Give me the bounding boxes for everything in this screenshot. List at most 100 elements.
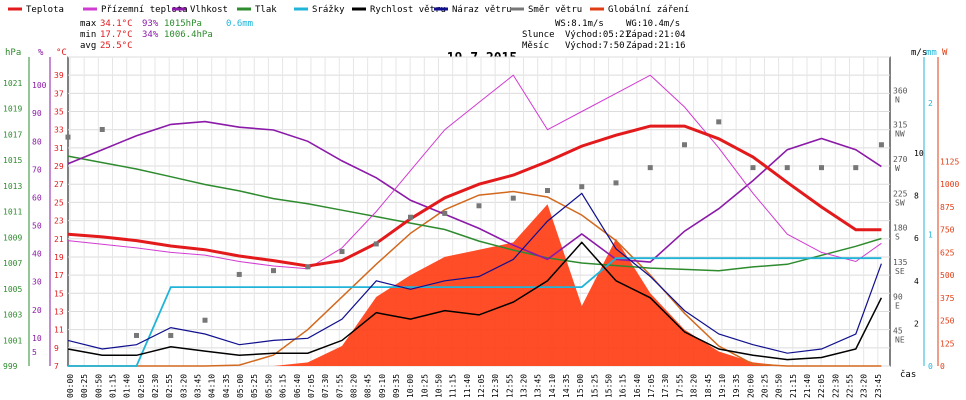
wind-direction-point xyxy=(878,142,884,148)
wind-tick: 4 xyxy=(914,277,919,286)
wind-direction-point xyxy=(510,195,516,201)
x-tick-label: 07:55 xyxy=(335,374,344,398)
x-tick-label: 19:35 xyxy=(732,374,741,398)
radiation-tick: 1125 xyxy=(940,158,959,167)
moon-set: Západ:21:16 xyxy=(626,41,686,51)
x-tick-label: 04:10 xyxy=(208,374,217,398)
axes: 00:00 00:25 00:50 01:15 01:40 02:05 02:30 02:55… xyxy=(3,48,959,398)
x-tick-label: 07:30 xyxy=(321,374,330,398)
x-tick-label: 20:50 xyxy=(775,374,784,398)
wind-axis-title: m/s xyxy=(911,48,927,58)
wind-tick: 2 xyxy=(914,319,919,328)
temperature-axis-title: °C xyxy=(56,48,67,58)
temperature-tick: 35 xyxy=(54,108,64,117)
series-points xyxy=(65,119,884,338)
min-temp: 17.7°C xyxy=(100,30,133,40)
x-tick-label: 21:40 xyxy=(803,374,812,398)
x-tick-label: 00:00 xyxy=(66,374,75,398)
humidity-tick: 70 xyxy=(32,165,42,174)
x-tick-label: 20:00 xyxy=(746,374,755,398)
x-tick-label: 01:40 xyxy=(123,374,132,398)
temperature-tick: 29 xyxy=(54,162,64,171)
pressure-axis-title: hPa xyxy=(5,48,21,58)
x-tick-label: 05:50 xyxy=(264,374,273,398)
wind-direction-point xyxy=(236,271,242,277)
legend-label: Globální záření xyxy=(608,5,689,15)
x-tick-label: 18:45 xyxy=(704,374,713,398)
radiation-tick: 125 xyxy=(940,339,955,348)
humidity-tick: 90 xyxy=(32,109,42,118)
direction-tick: 90 xyxy=(893,292,903,301)
x-tick-label: 04:35 xyxy=(222,374,231,398)
x-tick-label: 03:45 xyxy=(194,374,203,398)
radiation-tick: 625 xyxy=(940,248,955,257)
humidity-tick: 40 xyxy=(32,250,42,259)
wind-direction-point xyxy=(716,119,722,125)
x-tick-label: 21:15 xyxy=(789,374,798,398)
x-tick-label: 13:20 xyxy=(520,374,529,398)
wind-direction-point xyxy=(271,268,276,274)
radiation-tick: 750 xyxy=(940,226,955,235)
pressure-tick: 1005 xyxy=(3,285,22,294)
wind-direction-point xyxy=(476,203,482,209)
max-press: 1015hPa xyxy=(164,19,202,29)
rain-axis-title: mm xyxy=(926,48,937,58)
direction-label: SE xyxy=(895,267,905,276)
wind-gust-line xyxy=(67,192,882,354)
legend-label: Vlhkost xyxy=(190,5,228,15)
x-tick-label: 12:30 xyxy=(491,374,500,398)
temperature-tick: 13 xyxy=(54,307,64,316)
direction-label: SW xyxy=(895,198,905,207)
wind-direction-point xyxy=(305,264,311,270)
direction-tick: 225 xyxy=(893,189,908,198)
x-tick-label: 03:20 xyxy=(179,374,188,398)
x-tick-label: 05:25 xyxy=(250,374,259,398)
radiation-tick: 875 xyxy=(940,203,955,212)
wind-direction-point xyxy=(784,165,790,171)
humidity-tick: 5 xyxy=(32,348,37,357)
x-tick-label: 16:40 xyxy=(633,374,642,398)
x-tick-label: 08:20 xyxy=(349,374,358,398)
ground-temp-line xyxy=(67,74,882,270)
x-tick-label: 22:05 xyxy=(817,374,826,398)
ws-value: WS:8.1m/s xyxy=(555,19,604,29)
x-tick-label: 05:00 xyxy=(236,374,245,398)
direction-label: NE xyxy=(895,336,905,345)
x-tick-label: 17:05 xyxy=(647,374,656,398)
temperature-tick: 15 xyxy=(54,289,64,298)
radiation-tick: 0 xyxy=(940,362,945,371)
humidity-tick: 100 xyxy=(32,81,47,90)
legend-label: Směr větru xyxy=(528,5,582,15)
wind-tick: 6 xyxy=(914,234,919,243)
x-tick-label: 19:10 xyxy=(718,374,727,398)
x-tick-label: 11:15 xyxy=(449,374,458,398)
x-tick-label: 17:30 xyxy=(661,374,670,398)
rain-tick: 2 xyxy=(928,99,933,108)
wind-direction-point xyxy=(819,165,824,171)
x-tick-label: 22:30 xyxy=(831,374,840,398)
max-rain: 0.6mm xyxy=(226,19,253,29)
x-tick-label: 12:05 xyxy=(477,374,486,398)
wind-direction-point xyxy=(202,317,208,323)
x-tick-label: 23:45 xyxy=(874,374,883,398)
temperature-tick: 33 xyxy=(54,126,64,135)
max-temp: 34.1°C xyxy=(100,19,133,29)
legend-label: Tlak xyxy=(255,5,277,15)
wind-direction-point xyxy=(613,180,619,186)
legend-label: Přízemní teplota xyxy=(101,5,188,15)
direction-tick: 180 xyxy=(893,224,908,233)
humidity-tick: 30 xyxy=(32,278,42,287)
x-tick-label: 08:45 xyxy=(364,374,373,398)
wind-direction-point xyxy=(99,126,105,132)
pressure-tick: 1021 xyxy=(3,79,22,88)
rain-line xyxy=(68,257,882,367)
legend-label: Náraz větru xyxy=(452,5,512,15)
pressure-tick: 1017 xyxy=(3,130,22,139)
summary-panel: max 34.1°C 93% 1015hPa 0.6mm min 17.7°C … xyxy=(80,19,686,51)
direction-tick: 360 xyxy=(893,86,908,95)
x-tick-label: 18:20 xyxy=(690,374,699,398)
temperature-tick: 19 xyxy=(54,253,64,262)
wind-direction-point xyxy=(545,188,550,194)
direction-label: N xyxy=(895,95,900,104)
